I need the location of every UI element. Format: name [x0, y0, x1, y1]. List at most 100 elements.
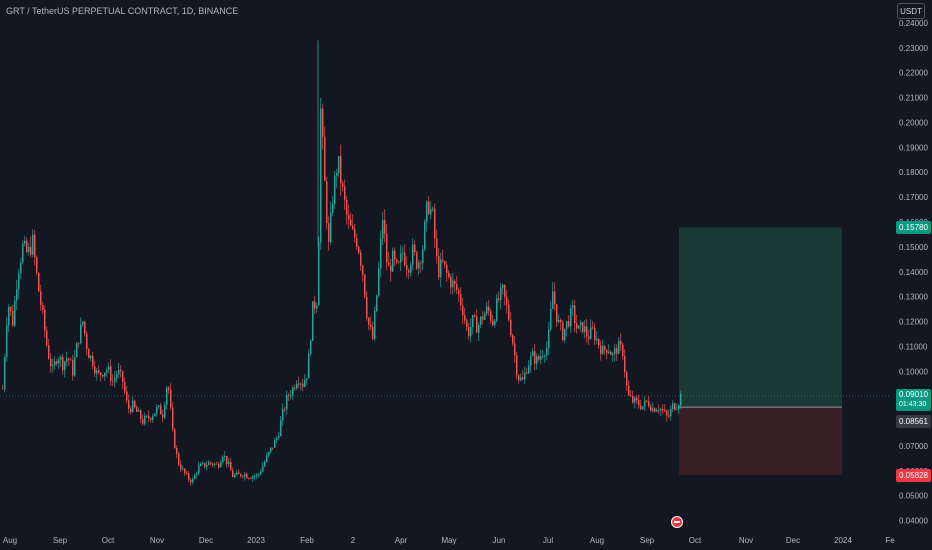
candle-body: [276, 437, 278, 440]
candle-body: [14, 300, 16, 326]
candle-body: [280, 420, 282, 437]
candle-body: [136, 407, 138, 412]
current-price-value: 0.09010: [899, 389, 928, 399]
candle-body: [470, 326, 472, 337]
candle-body: [226, 455, 228, 464]
candle-body: [606, 349, 608, 353]
candle-body: [490, 310, 492, 321]
candle-body: [334, 175, 336, 204]
candle-body: [122, 371, 124, 382]
candle-body: [2, 388, 4, 390]
loss-zone: [679, 407, 842, 476]
candle-body: [302, 383, 304, 387]
candle-body: [648, 401, 650, 407]
candle-body: [622, 344, 624, 357]
candle-body: [180, 464, 182, 470]
candle-body: [628, 385, 630, 396]
candle-body: [128, 400, 130, 409]
candle-body: [286, 395, 288, 410]
candle-body: [156, 407, 158, 414]
candle-body: [376, 295, 378, 311]
candle-body: [274, 439, 276, 448]
y-tick-label: 0.10000: [899, 367, 928, 376]
candle-body: [430, 209, 432, 215]
candle-body: [224, 455, 226, 457]
candle-body: [588, 336, 590, 339]
candle-body: [34, 234, 36, 257]
candle-body: [192, 479, 194, 483]
x-tick-label: Sep: [640, 536, 655, 545]
candle-body: [60, 356, 62, 360]
candle-body: [426, 201, 428, 222]
currency-button[interactable]: USDT: [897, 3, 925, 19]
candle-body: [210, 462, 212, 464]
candle-body: [304, 379, 306, 387]
candle-body: [634, 397, 636, 403]
candle-body: [352, 225, 354, 229]
candle-body: [518, 375, 520, 381]
candle-body: [90, 355, 92, 359]
candle-body: [538, 356, 540, 360]
candle-body: [366, 296, 368, 318]
candle-body: [130, 408, 132, 412]
candle-body: [566, 321, 568, 329]
candle-body: [86, 333, 88, 350]
candle-body: [656, 409, 658, 412]
candle-body: [382, 219, 384, 239]
candle-body: [216, 463, 218, 465]
candle-body: [504, 284, 506, 297]
candle-body: [232, 470, 234, 478]
candle-body: [236, 472, 238, 475]
candle-body: [614, 348, 616, 354]
candle-body: [536, 356, 538, 364]
x-tick-label: Apr: [395, 536, 408, 545]
candle-body: [268, 451, 270, 456]
candle-body: [646, 400, 648, 402]
candle-body: [510, 319, 512, 336]
candle-body: [360, 252, 362, 266]
y-tick-label: 0.15000: [899, 243, 928, 252]
candle-body: [132, 400, 134, 412]
candle-body: [234, 474, 236, 478]
y-tick-label: 0.13000: [899, 293, 928, 302]
candle-body: [468, 327, 470, 337]
candle-body: [578, 325, 580, 329]
candle-body: [410, 264, 412, 273]
candle-body: [254, 476, 256, 477]
candle-body: [152, 416, 154, 420]
event-marker-icon[interactable]: [671, 516, 683, 528]
y-tick-label: 0.04000: [899, 517, 928, 526]
candle-body: [30, 246, 32, 255]
y-tick-label: 0.07000: [899, 442, 928, 451]
candle-body: [40, 291, 42, 305]
candle-body: [190, 479, 192, 483]
candle-body: [12, 311, 14, 326]
candle-body: [598, 338, 600, 346]
candle-body: [26, 240, 28, 252]
candle-body: [582, 322, 584, 333]
candle-body: [604, 345, 606, 350]
candle-body: [404, 252, 406, 266]
candle-body: [188, 473, 190, 480]
candle-body: [102, 374, 104, 377]
candle-body: [458, 290, 460, 295]
candle-body: [332, 203, 334, 213]
candle-body: [408, 270, 410, 273]
bar-countdown: 01:43:30: [899, 400, 927, 408]
candle-body: [610, 351, 612, 356]
candle-body: [522, 377, 524, 380]
candle-body: [658, 409, 660, 411]
x-tick-label: 2024: [834, 536, 852, 545]
candle-body: [602, 345, 604, 355]
candle-body: [88, 349, 90, 359]
y-tick-label: 0.20000: [899, 118, 928, 127]
candle-body: [420, 262, 422, 264]
candle-body: [624, 356, 626, 373]
candle-body: [370, 324, 372, 328]
candle-body: [642, 406, 644, 410]
profit-zone: [679, 227, 842, 408]
candle-body: [466, 320, 468, 328]
x-tick-label: Dec: [199, 536, 213, 545]
candle-body: [612, 353, 614, 356]
